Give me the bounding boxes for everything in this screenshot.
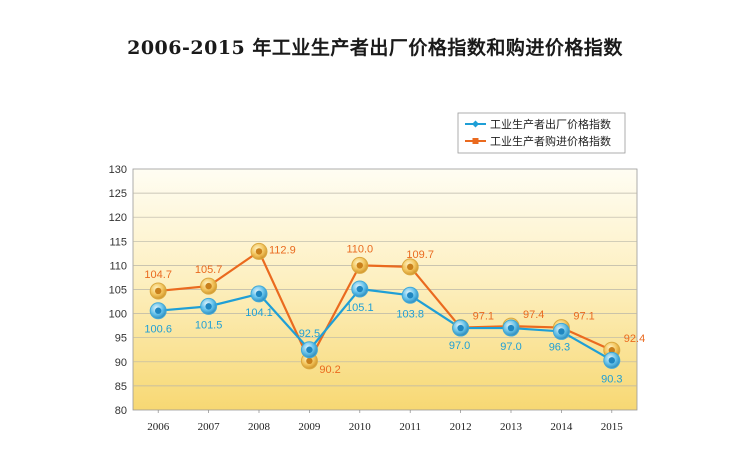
data-point-center xyxy=(205,303,212,310)
data-point-center xyxy=(255,290,263,298)
data-label: 96.3 xyxy=(549,341,570,353)
grid-lines xyxy=(133,192,637,387)
x-tick-label: 2009 xyxy=(298,421,321,433)
data-labels: 100.6 101.5 104.1 92.5 105.1 103.8 97.0 97.0 96.… xyxy=(144,243,645,385)
data-point-center xyxy=(306,346,313,353)
data-point-center xyxy=(306,357,313,365)
data-point-center xyxy=(407,292,414,299)
y-tick-label: 125 xyxy=(109,188,127,200)
x-tick-label: 2014 xyxy=(550,421,573,433)
legend-box xyxy=(457,112,626,154)
x-tick-label: 2013 xyxy=(500,421,523,433)
data-point-center xyxy=(608,357,615,364)
series-lines xyxy=(158,250,613,362)
legend-label-0: 工业生产者出厂价格指数 xyxy=(490,117,611,131)
data-label: 97.0 xyxy=(449,340,470,352)
chart-title: 2006-2015 年工业生产者出厂价格指数和购进价格指数 xyxy=(127,37,623,59)
data-point-center xyxy=(407,263,414,271)
data-label: 103.8 xyxy=(396,308,424,320)
data-label: 105.7 xyxy=(195,264,223,276)
data-label: 92.5 xyxy=(299,328,320,340)
y-tick-label: 80 xyxy=(115,405,127,417)
y-tick-label: 105 xyxy=(109,285,127,297)
data-label: 110.0 xyxy=(346,243,373,255)
legend-label-1: 工业生产者购进价格指数 xyxy=(490,134,611,148)
data-label: 101.5 xyxy=(195,319,223,331)
x-tick-label: 2015 xyxy=(601,421,624,433)
data-label: 105.1 xyxy=(346,302,374,314)
y-tick-label: 100 xyxy=(109,309,127,321)
series-line-0 xyxy=(158,287,613,362)
series-markers xyxy=(149,242,621,370)
data-point-center xyxy=(356,285,363,293)
legend-marker-diamond xyxy=(472,120,479,128)
data-point-center xyxy=(608,347,615,354)
x-tick-label: 2012 xyxy=(450,421,472,433)
data-label: 112.9 xyxy=(269,244,296,256)
data-label: 109.7 xyxy=(406,249,434,261)
y-tick-label: 90 xyxy=(115,357,127,369)
y-tick-label: 110 xyxy=(109,260,127,272)
data-point-center xyxy=(558,328,565,335)
data-label: 90.3 xyxy=(601,373,622,385)
data-label: 97.0 xyxy=(500,341,521,353)
data-point-center xyxy=(255,248,263,255)
data-label: 104.7 xyxy=(144,269,172,281)
x-tick-label: 2011 xyxy=(399,421,421,433)
data-point-center xyxy=(155,307,162,314)
x-axis-ticks: 2006 2007 2008 2009 2010 2011 2012 2013 2014 2015 xyxy=(147,410,623,433)
data-point-center xyxy=(155,287,162,295)
y-tick-label: 130 xyxy=(109,164,127,176)
data-point-center xyxy=(205,282,212,290)
data-label: 97.1 xyxy=(473,311,494,323)
data-label: 97.4 xyxy=(523,309,544,321)
x-tick-label: 2007 xyxy=(198,421,221,433)
data-label: 100.6 xyxy=(144,324,172,336)
data-label: 90.2 xyxy=(319,364,340,376)
y-tick-label: 115 xyxy=(109,236,127,248)
y-tick-label: 95 xyxy=(115,333,127,345)
y-tick-label: 85 xyxy=(115,381,127,393)
series-line-1 xyxy=(158,250,613,362)
x-tick-label: 2010 xyxy=(349,421,372,433)
x-tick-label: 2008 xyxy=(248,421,271,433)
legend-marker-square xyxy=(472,138,479,144)
data-point-center xyxy=(457,324,464,332)
data-point-center xyxy=(507,324,515,332)
x-tick-label: 2006 xyxy=(147,421,170,433)
data-label: 104.1 xyxy=(245,307,273,319)
data-label: 97.1 xyxy=(573,311,594,323)
y-tick-label: 120 xyxy=(109,212,127,224)
data-point-center xyxy=(356,262,363,269)
data-label: 92.4 xyxy=(624,333,645,345)
y-axis-ticks: 80 85 90 95 100 105 110 115 120 125 130 xyxy=(109,164,127,417)
